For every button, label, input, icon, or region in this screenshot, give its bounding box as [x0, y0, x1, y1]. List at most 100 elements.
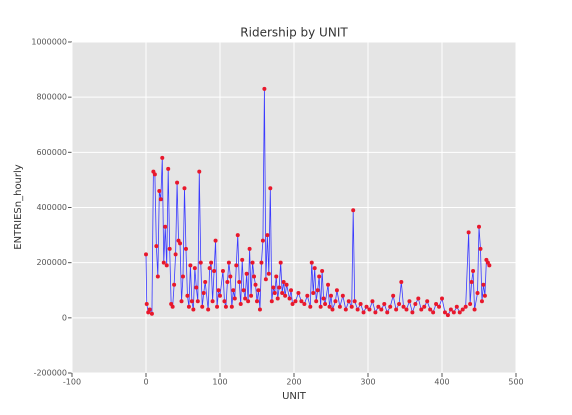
- data-point: [299, 299, 304, 304]
- data-point: [481, 282, 486, 287]
- data-point: [277, 285, 282, 290]
- data-point: [178, 241, 183, 246]
- data-point: [255, 299, 259, 304]
- data-point: [407, 299, 412, 304]
- data-point: [358, 302, 363, 307]
- data-point: [232, 296, 237, 301]
- data-point: [175, 180, 180, 185]
- data-line: [145, 88, 490, 316]
- data-point: [305, 293, 310, 298]
- data-point: [364, 304, 369, 309]
- data-point: [164, 263, 169, 268]
- x-tick-label: 100: [212, 378, 227, 387]
- data-point: [351, 208, 356, 213]
- data-point: [265, 233, 270, 238]
- data-point: [419, 307, 424, 312]
- data-point: [463, 304, 468, 309]
- data-point: [257, 307, 262, 312]
- x-tick-label: 0: [143, 378, 148, 387]
- data-point: [329, 293, 333, 298]
- data-point: [260, 238, 265, 243]
- data-point: [302, 302, 307, 307]
- data-point: [340, 293, 345, 298]
- data-point: [167, 246, 172, 251]
- chart-title: Ridership by UNIT: [240, 26, 348, 40]
- data-point: [229, 304, 234, 309]
- data-point: [330, 307, 335, 312]
- data-point: [355, 307, 360, 312]
- data-point: [197, 169, 202, 174]
- data-point: [215, 304, 220, 309]
- data-point: [287, 296, 292, 301]
- data-point: [209, 260, 214, 265]
- data-point: [361, 310, 366, 315]
- data-point: [271, 285, 276, 290]
- data-point: [155, 274, 160, 279]
- data-point: [367, 307, 372, 312]
- data-point: [206, 307, 211, 312]
- data-point: [346, 299, 351, 304]
- y-tick-label: 600000: [36, 148, 67, 157]
- data-point: [487, 263, 492, 268]
- data-point: [478, 246, 483, 251]
- data-point: [468, 302, 473, 307]
- data-point: [385, 310, 390, 315]
- data-point: [410, 310, 415, 315]
- y-axis-label: ENTRIESn_hourly: [13, 164, 24, 249]
- y-tick-label: 0: [62, 313, 67, 322]
- data-point: [457, 310, 462, 315]
- data-point: [166, 166, 171, 171]
- data-point: [315, 288, 320, 293]
- data-point: [183, 246, 188, 251]
- data-point: [431, 310, 436, 315]
- data-point: [482, 293, 487, 298]
- data-point: [327, 304, 332, 309]
- data-point: [293, 299, 298, 304]
- x-tick-label: 300: [360, 378, 375, 387]
- data-point: [161, 260, 166, 265]
- data-point: [253, 282, 258, 287]
- data-point: [274, 274, 279, 279]
- data-point: [275, 296, 280, 301]
- data-point: [256, 288, 261, 293]
- data-point: [404, 307, 409, 312]
- data-point: [401, 304, 406, 309]
- data-point: [220, 268, 225, 273]
- data-point: [203, 279, 208, 284]
- data-point: [373, 310, 378, 315]
- data-point: [237, 279, 242, 284]
- data-point: [213, 238, 218, 243]
- data-point: [269, 299, 274, 304]
- data-point: [454, 304, 459, 309]
- data-point: [212, 268, 217, 273]
- y-tick-label: 800000: [36, 93, 67, 102]
- data-point: [382, 302, 387, 307]
- data-point: [218, 293, 222, 298]
- data-point: [234, 263, 239, 268]
- data-point: [428, 307, 433, 312]
- x-axis-label: UNIT: [282, 391, 307, 402]
- data-point: [157, 188, 162, 193]
- data-point: [343, 307, 348, 312]
- data-point: [311, 291, 316, 296]
- data-point: [334, 288, 339, 293]
- x-tick-label: 400: [434, 378, 449, 387]
- data-point: [370, 299, 375, 304]
- data-point: [186, 304, 191, 309]
- data-point: [163, 224, 168, 229]
- data-point: [296, 291, 301, 296]
- data-point: [200, 304, 205, 309]
- data-point: [244, 271, 249, 276]
- data-point: [352, 299, 357, 304]
- data-point: [231, 288, 236, 293]
- data-point: [235, 233, 240, 238]
- data-point: [170, 304, 175, 309]
- data-point: [223, 304, 228, 309]
- data-point: [416, 296, 421, 301]
- data-point: [434, 302, 439, 307]
- data-point: [281, 279, 286, 284]
- data-point: [216, 288, 221, 293]
- data-point: [149, 311, 154, 316]
- data-point: [225, 279, 230, 284]
